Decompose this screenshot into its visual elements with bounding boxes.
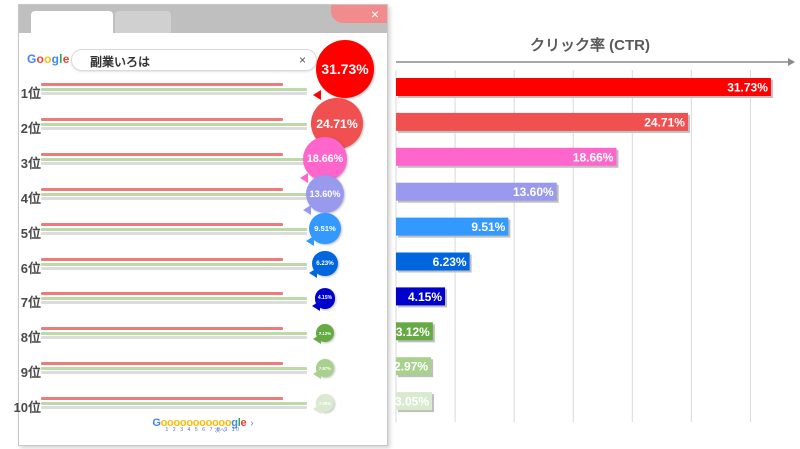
ctr-bubble: 4.15% [314,287,336,309]
bubble-tail [313,90,321,100]
bar-2 [396,112,688,131]
result-line[interactable] [41,397,283,401]
bar-value-label: 9.51% [471,220,505,234]
result-line[interactable] [41,192,307,196]
result-line[interactable] [41,83,283,86]
rank-label: 8位 [20,330,41,346]
bar-value-label: 2.97% [394,360,428,374]
bubble-tail [306,236,315,247]
rank-label: 10位 [13,400,41,416]
result-line[interactable] [41,196,307,200]
ctr-bubble: 18.66% [302,136,348,182]
search-result-list: 1位 31.73% 2位 24.71% 3位 18.66% 4位 13.60% 5位 9.51% 6… [14,5,387,445]
ctr-bubble: 13.60% [306,174,344,213]
browser-tab-active[interactable] [31,11,113,33]
bar-value-label: 18.66% [573,150,614,164]
pagination-page-numbers[interactable]: 1 2 3 4 5 6 7 8 9 10 [165,427,241,433]
result-line[interactable] [41,157,307,161]
bar-3 [396,147,617,166]
google-logo: Google [27,52,70,66]
bubble-tail [311,300,320,311]
bubble-tail [303,204,311,215]
result-line[interactable] [41,92,307,95]
bar-1 [396,78,771,96]
bar-6 [396,252,470,271]
tab-strip: × [19,5,387,33]
bar-value-label: 31.73% [727,81,768,95]
rank-label: 1位 [20,86,41,101]
close-button[interactable]: × [331,5,387,23]
chart-bars: 31.73% 24.71% 18.66% 13.60% 9.51% 6.23% 4.15% 3… [394,78,773,413]
rank-label: 5位 [20,225,41,241]
result-line[interactable] [41,327,283,331]
bubble-tail [312,334,321,345]
bar-9 [396,357,432,376]
axis-arrow-head [788,58,795,66]
rank-label: 2位 [20,120,41,136]
result-line[interactable] [41,126,307,130]
rank-label: 9位 [20,365,41,381]
chart-title: クリック率 (CTR) [530,36,650,54]
result-line[interactable] [41,122,307,126]
pagination-logo: Gooooooooooogle [152,417,247,429]
bar-7 [396,287,446,306]
bar-value-label: 6.23% [433,255,467,269]
pagination: Gooooooooooogle › 1 2 3 4 5 6 7 8 9 10 次へ [19,413,387,434]
result-line[interactable] [41,222,283,226]
clear-icon[interactable]: × [298,53,306,67]
result-line[interactable] [41,262,307,266]
bubble-tail [299,173,308,184]
result-line[interactable] [41,362,283,366]
close-icon: × [370,6,379,22]
bar-5 [396,217,509,236]
bubble-tail [309,268,318,279]
bar-value-label: 3.12% [396,325,430,339]
rank-label: 6位 [20,260,41,276]
bar-8 [396,322,433,341]
ctr-bar-chart: クリック率 (CTR) 31.73% 24.71% 18.66% 13.60% 9.51… [394,36,795,422]
browser-tab[interactable] [115,11,171,33]
bar-value-label: 4.15% [408,290,442,304]
rank-label: 3位 [20,155,41,171]
result-line[interactable] [41,88,307,91]
bar-10 [396,392,433,411]
result-line[interactable] [41,257,283,261]
result-line[interactable] [41,336,307,340]
bar-value-label: 24.71% [644,115,685,129]
search-query: 副業いろは [90,55,151,69]
result-line[interactable] [41,297,307,301]
ctr-bubble: 31.73% [316,40,374,98]
result-line[interactable] [41,231,307,235]
ctr-bubble: 9.51% [309,212,341,245]
bubble-tail [313,404,321,415]
result-line[interactable] [41,117,283,121]
result-line[interactable] [41,371,307,375]
browser-window: × Google 副業いろは × 1位 31.73% 2位 24.71% 3位 18.66… [14,4,388,446]
pagination-next-icon[interactable]: › [250,418,254,429]
result-line[interactable] [41,152,283,156]
result-line[interactable] [41,266,307,270]
result-line[interactable] [41,332,307,336]
bar-value-label: 13.60% [513,185,554,199]
bar-4 [396,182,557,201]
result-line[interactable] [41,161,307,165]
rank-label: 4位 [20,190,41,206]
pagination-next-label[interactable]: 次へ [215,428,226,434]
rank-label: 7位 [20,295,41,311]
bar-value-label: 3.05% [395,395,429,409]
result-line[interactable] [41,187,283,191]
result-line[interactable] [41,292,283,296]
result-line[interactable] [41,367,307,371]
result-line[interactable] [41,227,307,231]
result-line[interactable] [41,402,307,406]
result-line[interactable] [41,406,307,410]
bubble-tail [313,369,322,380]
result-line[interactable] [41,301,307,305]
